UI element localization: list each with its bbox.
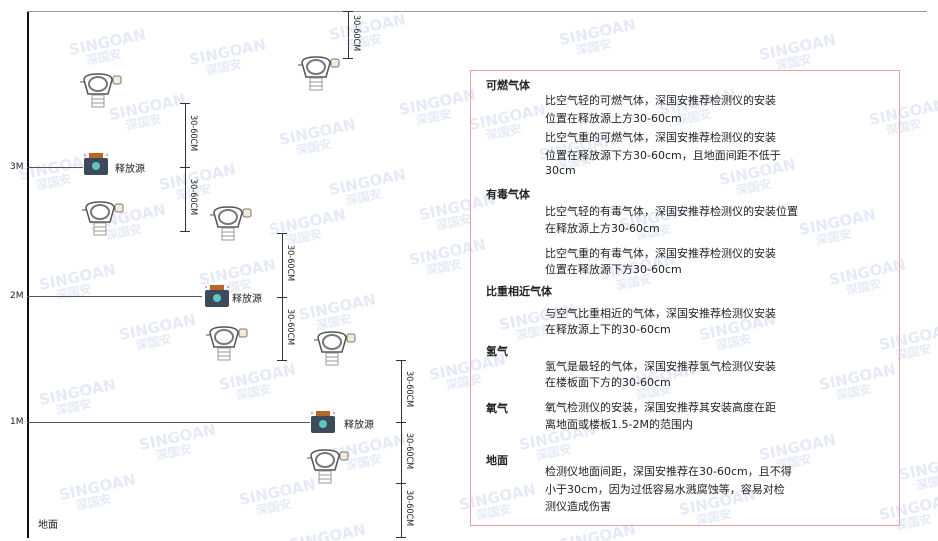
release-source-label: 释放源 bbox=[232, 294, 262, 305]
dimension-line bbox=[185, 167, 186, 231]
level-1m: 1M bbox=[10, 417, 24, 427]
dimension-label: 30-60CM bbox=[404, 490, 414, 527]
ceiling-line bbox=[27, 11, 927, 12]
note-text-line: 测仪造成伤害 bbox=[545, 500, 611, 513]
dimension-tick bbox=[180, 231, 190, 232]
note-text-line: 30cm bbox=[545, 164, 576, 177]
note-text-line: 与空气比重相近的气体，深国安推荐检测仪安装 bbox=[545, 307, 776, 320]
note-heading: 地面 bbox=[486, 454, 508, 467]
notes-panel bbox=[470, 70, 900, 526]
level-2m: 2M bbox=[10, 291, 24, 301]
gas-detector-icon bbox=[204, 325, 248, 365]
dimension-tick bbox=[180, 103, 190, 104]
dimension-label: 30-60CM bbox=[351, 14, 361, 51]
dimension-line bbox=[185, 103, 186, 167]
dimension-label: 30-60CM bbox=[404, 371, 414, 408]
dimension-tick bbox=[396, 483, 406, 484]
dimension-tick bbox=[277, 360, 287, 361]
release-source-icon bbox=[204, 284, 230, 312]
note-text-line: 比空气重的有毒气体，深国安推荐检测仪的安装 bbox=[545, 247, 776, 260]
note-text-line: 离地面或楼板1.5-2M的范围内 bbox=[545, 418, 693, 431]
dimension-line bbox=[401, 422, 402, 483]
note-text-line: 比空气轻的有毒气体，深国安推荐检测仪的安装位置 bbox=[545, 205, 798, 218]
gas-detector-icon bbox=[208, 205, 252, 245]
note-text-line: 检测仪地面间距，深国安推荐在30-60cm，且不得 bbox=[545, 465, 792, 478]
note-heading: 氢气 bbox=[486, 345, 508, 358]
note-text-line: 小于30cm，因为过低容易水溅腐蚀等，容易对检 bbox=[545, 483, 785, 496]
gas-detector-icon bbox=[80, 200, 124, 240]
dimension-tick bbox=[343, 58, 353, 59]
dimension-line bbox=[401, 483, 402, 537]
note-text-line: 位置在释放源上方30-60cm bbox=[545, 112, 682, 125]
release-source-icon bbox=[83, 152, 109, 180]
note-text-line: 在楼板面下方的30-60cm bbox=[545, 376, 671, 389]
gas-detector-icon bbox=[296, 55, 340, 95]
note-text-line: 位置在释放源下方30-60cm，且地面间距不低于 bbox=[545, 149, 781, 162]
dimension-line bbox=[282, 297, 283, 360]
dimension-label: 30-60CM bbox=[285, 308, 295, 345]
note-heading: 有毒气体 bbox=[486, 188, 530, 201]
dimension-label: 30-60CM bbox=[188, 115, 198, 152]
dimension-tick bbox=[396, 537, 406, 538]
gas-detector-icon bbox=[78, 72, 122, 112]
note-text-line: 在释放源上下的30-60cm bbox=[545, 323, 671, 336]
note-text-line: 比空气重的可燃气体，深国安推荐检测仪的安装 bbox=[545, 131, 776, 144]
dimension-line bbox=[282, 233, 283, 297]
dimension-tick bbox=[180, 167, 190, 168]
note-text-line: 氢气是最轻的气体，深国安推荐氢气检测仪安装 bbox=[545, 360, 776, 373]
dimension-tick bbox=[277, 233, 287, 234]
note-heading: 可燃气体 bbox=[486, 79, 530, 92]
level-2m-line bbox=[27, 296, 202, 297]
dimension-tick bbox=[396, 360, 406, 361]
gas-detector-icon bbox=[312, 330, 356, 370]
note-text-line: 氧气检测仪的安装，深国安推荐其安装高度在距 bbox=[545, 401, 776, 414]
dimension-label: 30-60CM bbox=[285, 245, 295, 282]
release-source-label: 释放源 bbox=[344, 420, 374, 431]
release-source-icon bbox=[310, 410, 336, 438]
dimension-line bbox=[348, 11, 349, 58]
level-3m-line bbox=[27, 167, 83, 168]
note-heading: 氧气 bbox=[486, 402, 508, 415]
note-text-line: 在释放源上方30-60cm bbox=[545, 222, 660, 235]
dimension-label: 30-60CM bbox=[188, 179, 198, 216]
note-heading: 比重相近气体 bbox=[486, 285, 552, 298]
dimension-label: 30-60CM bbox=[404, 432, 414, 469]
dimension-line bbox=[401, 360, 402, 422]
level-3m: 3M bbox=[10, 162, 24, 172]
dimension-tick bbox=[396, 422, 406, 423]
floor-label: 地面 bbox=[38, 520, 58, 531]
wall-line bbox=[27, 11, 29, 538]
note-text-line: 比空气轻的可燃气体，深国安推荐检测仪的安装 bbox=[545, 94, 776, 107]
dimension-tick bbox=[277, 297, 287, 298]
gas-detector-icon bbox=[305, 448, 349, 488]
release-source-label: 释放源 bbox=[115, 164, 145, 175]
note-text-line: 位置在释放源下方30-60cm bbox=[545, 263, 682, 276]
dimension-tick bbox=[343, 11, 353, 12]
level-1m-line bbox=[27, 422, 310, 423]
